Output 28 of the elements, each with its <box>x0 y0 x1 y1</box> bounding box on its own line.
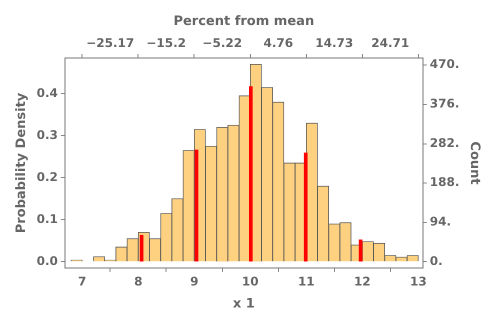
x2-tick-label: −25.17 <box>86 36 134 50</box>
y2-tick-label: 0. <box>430 254 443 268</box>
x-tick-label: 11 <box>298 274 315 288</box>
x2-tick-label: 24.71 <box>371 36 410 50</box>
y2-tick-label: 188. <box>430 175 460 190</box>
x-tick-label: 10 <box>242 274 259 288</box>
x-axis-title: x 1 <box>232 296 255 312</box>
x2-tick-label: 14.73 <box>315 36 354 50</box>
x2-tick-label: −15.2 <box>146 36 186 50</box>
y2-tick-label: 376. <box>430 96 460 111</box>
y-axis-title: Probability Density <box>14 92 30 234</box>
y-tick-label: 0.2 <box>36 170 58 184</box>
x-tick-label: 9 <box>190 274 198 288</box>
y-tick-label: 0.1 <box>36 212 58 226</box>
x2-tick-label: 4.76 <box>263 36 294 50</box>
x-tick-label: 13 <box>410 274 427 288</box>
y2-tick-label: 470. <box>430 57 460 72</box>
x-tick-label: 7 <box>78 274 86 288</box>
y-tick-label: 0.3 <box>36 128 58 142</box>
x-tick-label: 12 <box>354 274 371 288</box>
y-tick-label: 0.0 <box>36 254 58 268</box>
y2-axis-title: Count <box>466 141 482 185</box>
y2-tick-label: 94. <box>430 214 452 229</box>
y-tick-label: 0.4 <box>36 86 58 100</box>
x-tick-label: 8 <box>134 274 142 288</box>
x2-tick-label: −5.22 <box>202 36 242 50</box>
x2-axis-title: Percent from mean <box>173 14 314 30</box>
y2-tick-label: 282. <box>430 136 460 150</box>
